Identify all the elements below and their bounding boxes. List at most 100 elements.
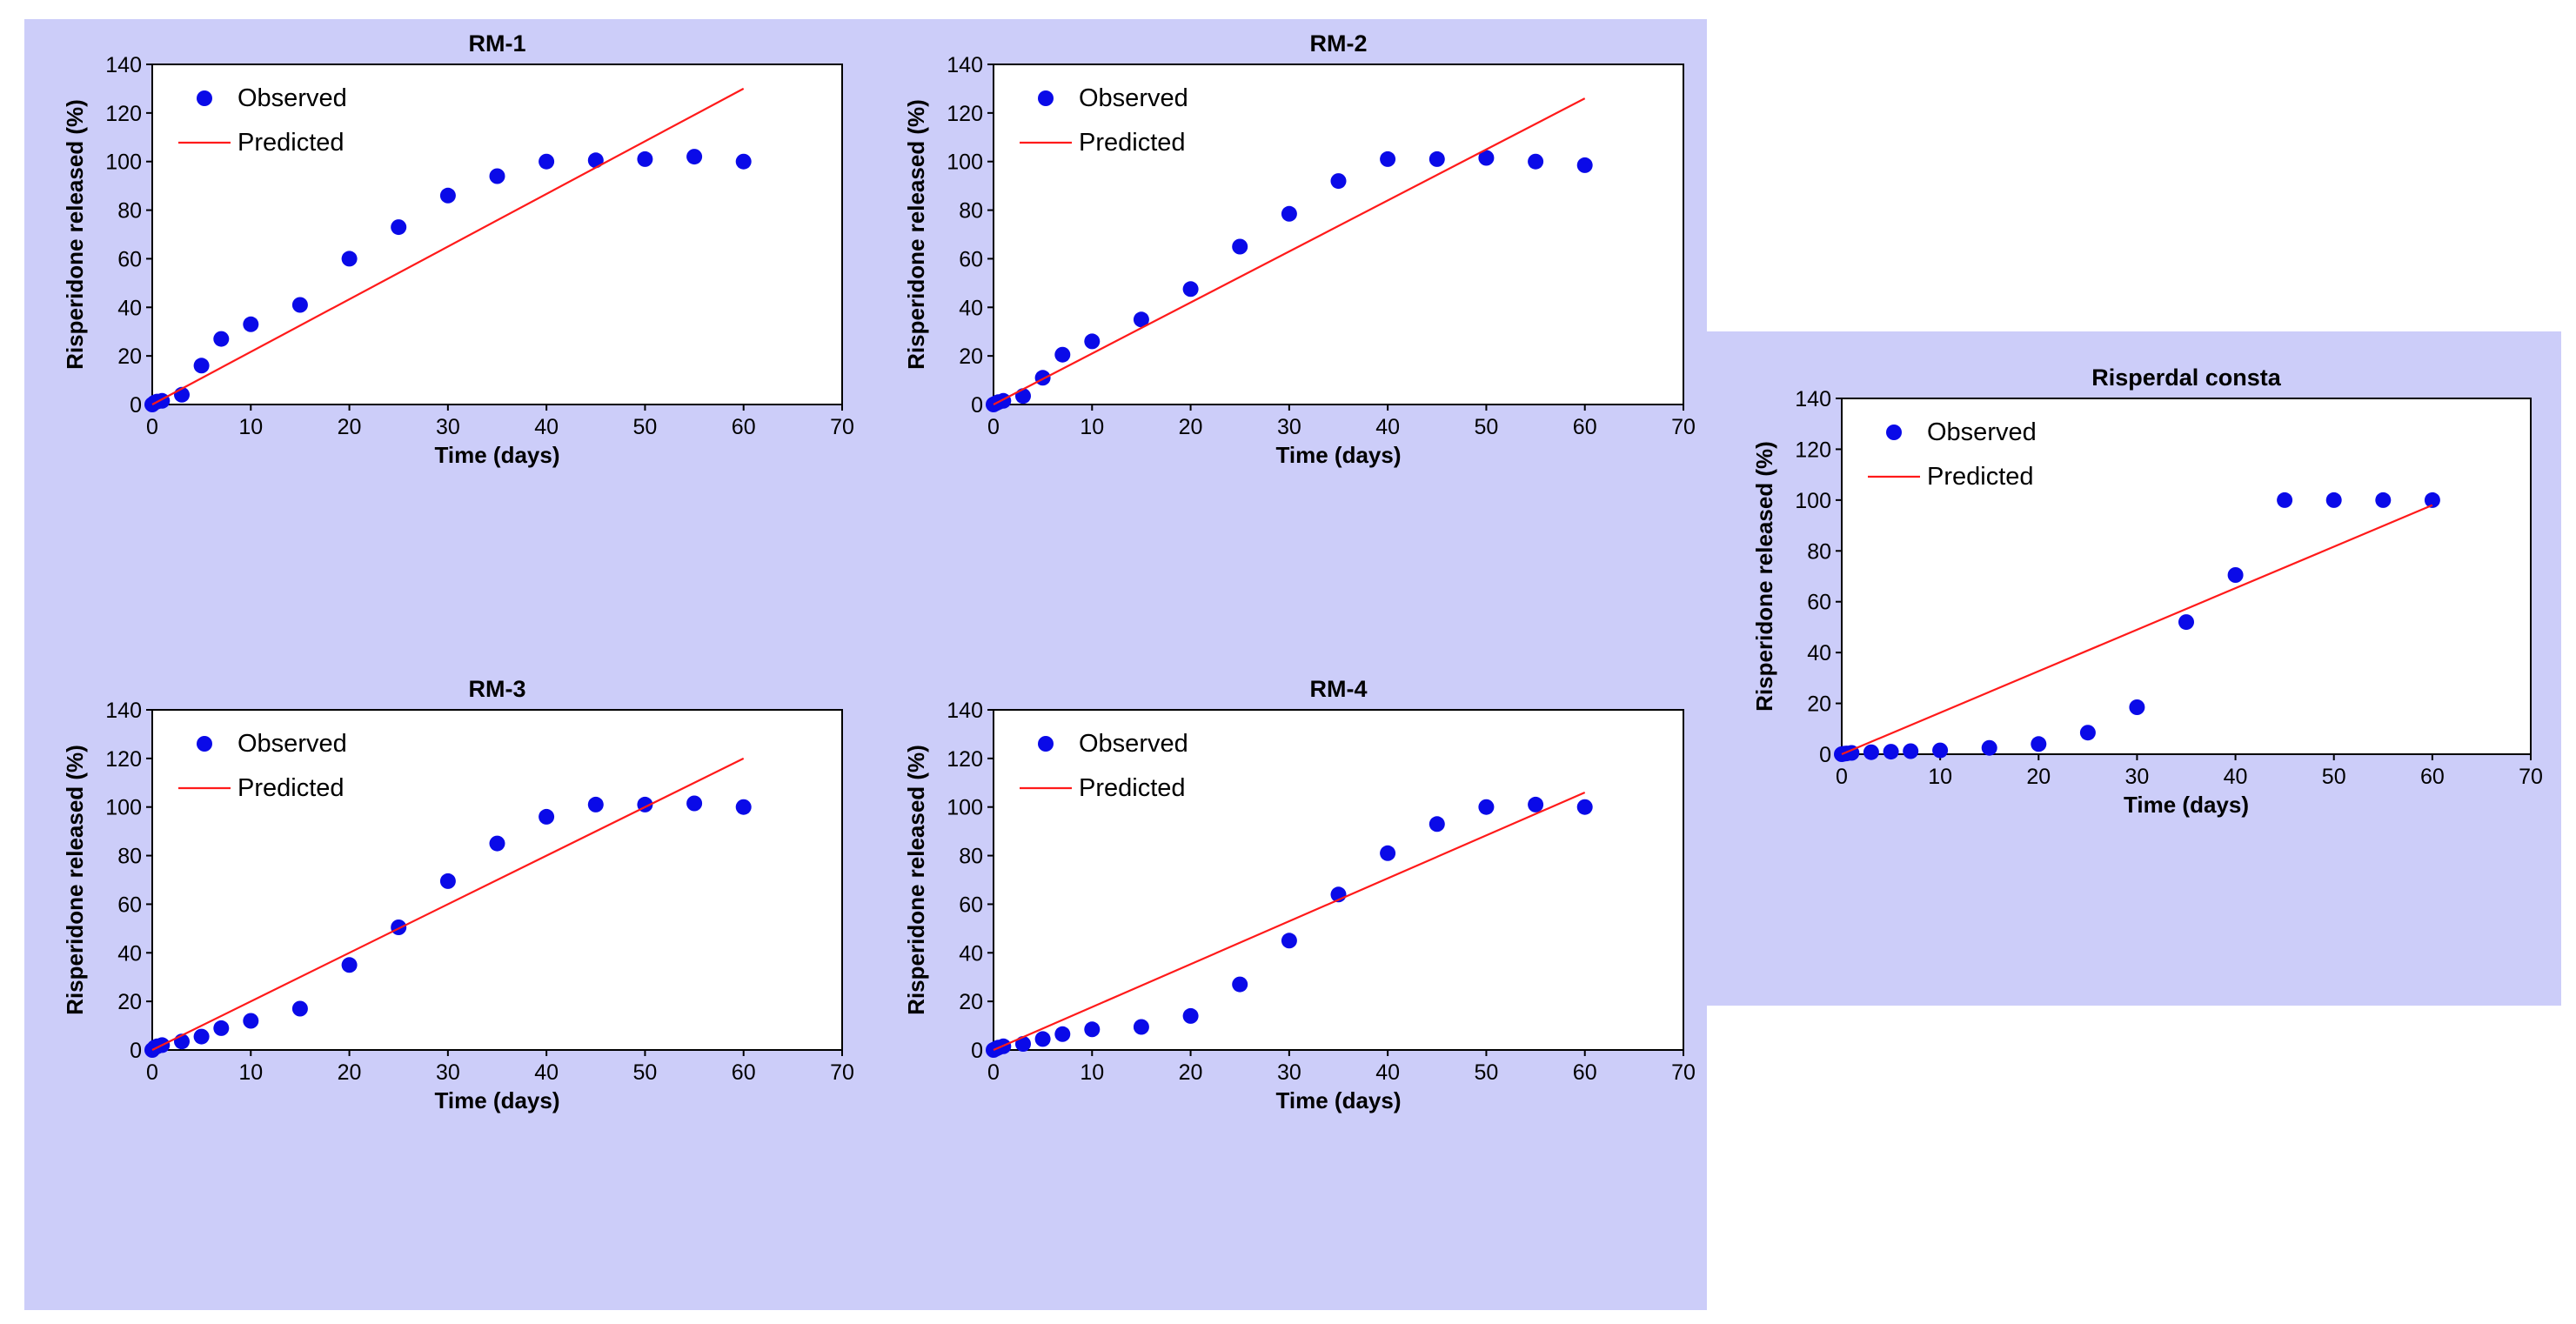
observed-point xyxy=(2424,491,2440,508)
observed-point xyxy=(1883,744,1899,760)
observed-point xyxy=(439,187,456,204)
observed-point xyxy=(1981,739,1997,756)
observed-point xyxy=(391,919,407,935)
x-tick-label: 60 xyxy=(732,1060,756,1085)
y-tick-label: 40 xyxy=(117,296,142,320)
observed-point xyxy=(1478,799,1495,815)
x-tick-label: 70 xyxy=(830,1060,854,1085)
legend-predicted-label: Predicted xyxy=(1079,774,1186,802)
y-tick-label: 120 xyxy=(947,102,983,126)
y-axis-label: Risperidone released (%) xyxy=(903,99,929,370)
x-tick-label: 0 xyxy=(146,1060,158,1085)
x-tick-label: 70 xyxy=(830,415,854,439)
x-tick-label: 10 xyxy=(1928,765,1952,789)
x-tick-label: 70 xyxy=(1671,415,1696,439)
x-tick-label: 40 xyxy=(534,1060,559,1085)
plot-area xyxy=(993,709,1684,1051)
observed-point xyxy=(1084,1021,1101,1038)
x-tick-label: 70 xyxy=(1671,1060,1696,1085)
y-tick-label: 80 xyxy=(117,845,142,869)
observed-point xyxy=(1380,845,1396,861)
y-tick-label: 0 xyxy=(130,1039,142,1063)
x-tick-label: 0 xyxy=(987,1060,1000,1085)
observed-point xyxy=(1380,150,1396,167)
legend-predicted-label: Predicted xyxy=(238,129,345,157)
legend-observed-label: Observed xyxy=(238,730,347,758)
observed-point xyxy=(735,153,752,170)
observed-point xyxy=(213,331,230,347)
observed-point xyxy=(1182,281,1199,298)
observed-point xyxy=(1084,333,1101,350)
observed-point xyxy=(1429,150,1445,167)
y-tick-label: 120 xyxy=(1795,438,1831,462)
y-tick-label: 20 xyxy=(117,344,142,369)
x-axis-label: Time (days) xyxy=(434,442,559,468)
observed-point xyxy=(2325,491,2342,508)
legend-predicted-label: Predicted xyxy=(1927,463,2034,491)
y-tick-label: 140 xyxy=(947,53,983,77)
y-tick-label: 60 xyxy=(959,247,983,271)
y-tick-label: 80 xyxy=(959,199,983,224)
observed-point xyxy=(1330,173,1347,190)
y-tick-label: 60 xyxy=(117,247,142,271)
x-tick-label: 20 xyxy=(1179,1060,1203,1085)
y-tick-label: 140 xyxy=(947,699,983,723)
observed-point xyxy=(2031,736,2047,752)
observed-point xyxy=(1232,976,1248,993)
observed-point xyxy=(539,153,555,170)
y-tick-label: 40 xyxy=(117,941,142,966)
x-tick-label: 60 xyxy=(1573,1060,1597,1085)
x-tick-label: 30 xyxy=(1277,1060,1301,1085)
legend-predicted-label: Predicted xyxy=(238,774,345,802)
x-tick-label: 0 xyxy=(146,415,158,439)
y-tick-label: 140 xyxy=(105,699,142,723)
x-tick-label: 10 xyxy=(238,415,263,439)
y-tick-label: 60 xyxy=(959,893,983,917)
y-tick-label: 140 xyxy=(1795,387,1831,411)
observed-point xyxy=(1528,796,1544,812)
observed-point xyxy=(1034,1031,1051,1047)
x-tick-label: 20 xyxy=(2026,765,2051,789)
y-tick-label: 40 xyxy=(959,296,983,320)
observed-point xyxy=(391,219,407,236)
observed-point xyxy=(1015,1036,1031,1052)
chart-svg: RM-2 0 20 40 60 80 100 120 140 0 10 20 30 40 50 60 70 Tim… xyxy=(903,30,1696,468)
observed-point xyxy=(1034,370,1051,386)
observed-point xyxy=(341,251,358,267)
observed-point xyxy=(735,799,752,815)
observed-point xyxy=(539,808,555,825)
observed-point xyxy=(2375,491,2392,508)
y-tick-label: 100 xyxy=(105,150,142,175)
observed-point xyxy=(1133,311,1149,328)
observed-point xyxy=(341,957,358,973)
x-tick-label: 20 xyxy=(338,415,362,439)
observed-point xyxy=(1232,238,1248,255)
x-tick-label: 10 xyxy=(1080,1060,1104,1085)
observed-point xyxy=(1932,742,1949,759)
y-tick-label: 80 xyxy=(959,845,983,869)
observed-point xyxy=(686,795,703,812)
observed-point xyxy=(1054,1026,1071,1042)
observed-point xyxy=(1133,1019,1149,1035)
legend-observed-marker xyxy=(197,736,212,752)
observed-point xyxy=(243,316,259,332)
observed-point xyxy=(193,358,210,374)
observed-point xyxy=(1903,743,1919,759)
chart-rm-1: RM-1 0 20 40 60 80 100 120 140 0 10 20 30 40 50 60 70 Tim… xyxy=(24,19,866,665)
y-axis-label: Risperidone released (%) xyxy=(903,745,929,1015)
legend-observed-marker xyxy=(1886,425,1902,440)
y-tick-label: 100 xyxy=(105,796,142,820)
observed-point xyxy=(686,149,703,165)
y-tick-label: 0 xyxy=(971,1039,983,1063)
observed-point xyxy=(1015,388,1031,405)
observed-point xyxy=(1576,799,1593,815)
chart-title: RM-4 xyxy=(1310,676,1368,702)
observed-point xyxy=(2227,567,2244,583)
x-axis-label: Time (days) xyxy=(1275,1087,1401,1113)
observed-point xyxy=(1528,153,1544,170)
legend-observed-label: Observed xyxy=(1927,418,2037,446)
y-axis-label: Risperidone released (%) xyxy=(1751,441,1777,712)
y-tick-label: 20 xyxy=(117,990,142,1014)
observed-point xyxy=(439,873,456,889)
y-tick-label: 120 xyxy=(105,747,142,772)
